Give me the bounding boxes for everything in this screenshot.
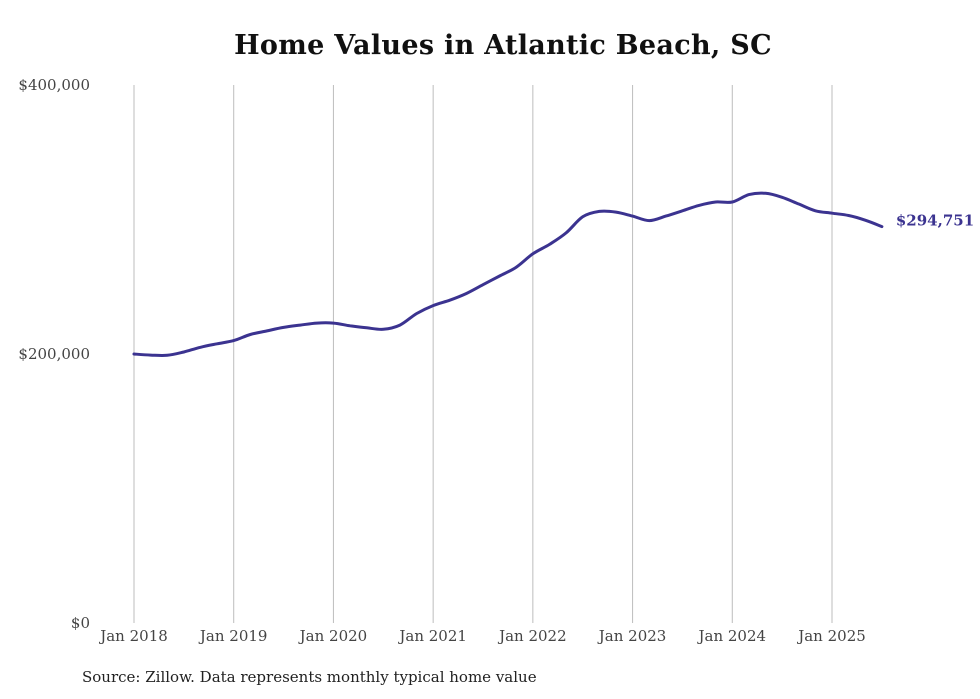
x-tick-label: Jan 2025 bbox=[796, 627, 866, 645]
data-labels: $294,751 bbox=[896, 212, 974, 230]
x-axis: Jan 2018 Jan 2019 Jan 2020 Jan 2021 Jan 2022… bbox=[98, 627, 866, 645]
end-value-label: $294,751 bbox=[896, 212, 974, 230]
chart-title: Home Values in Atlantic Beach, SC bbox=[234, 30, 772, 61]
x-tick-label: Jan 2023 bbox=[597, 627, 667, 645]
x-tick-label: Jan 2024 bbox=[697, 627, 767, 645]
source-note: Source: Zillow. Data represents monthly … bbox=[82, 668, 537, 686]
series-line bbox=[132, 191, 884, 358]
x-tick-label: Jan 2018 bbox=[98, 627, 168, 645]
y-axis: $0 $200,000 $400,000 bbox=[18, 76, 90, 632]
x-tick-label: Jan 2019 bbox=[198, 627, 268, 645]
x-tick-label: Jan 2021 bbox=[397, 627, 467, 645]
series-layer bbox=[132, 191, 884, 358]
x-tick-label: Jan 2022 bbox=[497, 627, 567, 645]
y-tick-label: $400,000 bbox=[18, 76, 90, 94]
x-tick-label: Jan 2020 bbox=[298, 627, 368, 645]
grid-lines bbox=[133, 85, 833, 623]
y-tick-label: $0 bbox=[71, 614, 90, 632]
y-tick-label: $200,000 bbox=[18, 345, 90, 363]
